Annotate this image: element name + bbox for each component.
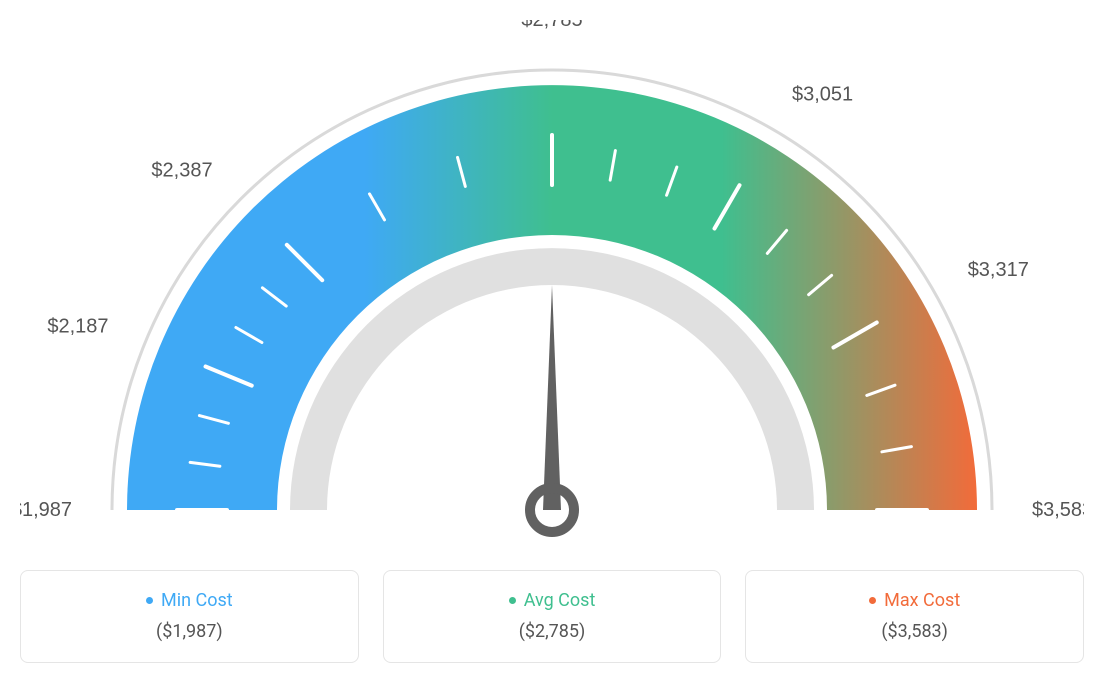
gauge-chart: $1,987 $2,187 $2,387 $2,785 $3,051 $3,317 $3,5… [20, 20, 1084, 560]
legend-title-min-text: Min Cost [161, 590, 233, 611]
legend-card-min: Min Cost ($1,987) [20, 570, 359, 663]
cost-gauge-widget: $1,987 $2,187 $2,387 $2,785 $3,051 $3,317 $3,5… [20, 20, 1084, 663]
legend-dot-max [869, 597, 876, 604]
legend-dot-avg [509, 597, 516, 604]
legend-title-avg-text: Avg Cost [524, 590, 596, 611]
gauge-tick-label: $1,987 [20, 499, 72, 521]
gauge-svg: $1,987 $2,187 $2,387 $2,785 $3,051 $3,317 $3,5… [20, 20, 1084, 560]
legend-title-min: Min Cost [146, 590, 233, 611]
gauge-tick-label: $2,187 [47, 315, 108, 337]
legend-title-avg: Avg Cost [509, 590, 596, 611]
gauge-tick-label: $3,051 [792, 83, 853, 105]
legend-card-max: Max Cost ($3,583) [745, 570, 1084, 663]
legend-dot-min [146, 597, 153, 604]
legend-row: Min Cost ($1,987) Avg Cost ($2,785) Max … [20, 570, 1084, 663]
gauge-tick-label: $3,583 [1032, 499, 1084, 521]
gauge-tick-label: $2,785 [521, 20, 582, 31]
legend-card-avg: Avg Cost ($2,785) [383, 570, 722, 663]
gauge-tick-label: $2,387 [151, 160, 212, 182]
gauge-tick-label: $3,317 [968, 259, 1029, 281]
legend-value-min: ($1,987) [41, 621, 338, 642]
legend-title-max: Max Cost [869, 590, 960, 611]
legend-value-avg: ($2,785) [404, 621, 701, 642]
legend-title-max-text: Max Cost [884, 590, 960, 611]
legend-value-max: ($3,583) [766, 621, 1063, 642]
